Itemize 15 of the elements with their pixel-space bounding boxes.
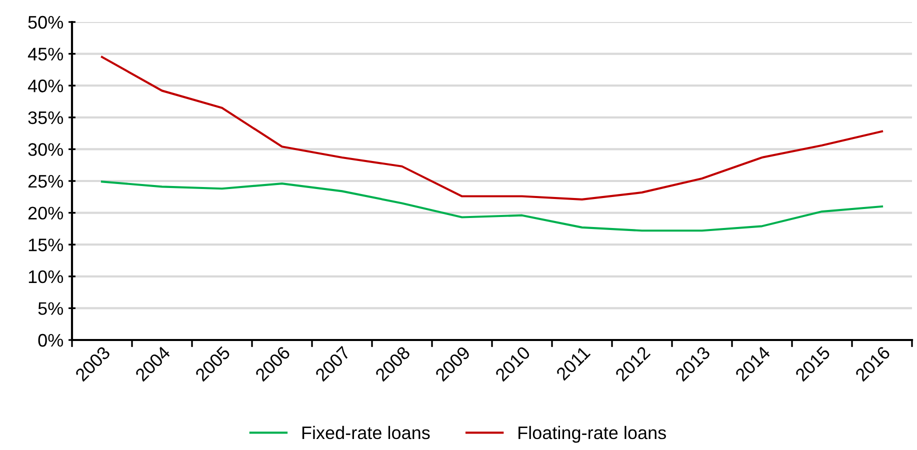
- y-tick-label: 40%: [28, 80, 64, 92]
- legend-label: Fixed-rate loans: [302, 426, 430, 440]
- y-tick-label: 35%: [28, 111, 64, 124]
- y-tick-label: 20%: [28, 206, 64, 220]
- y-tick-label: 10%: [28, 270, 64, 284]
- y-tick-label: 25%: [28, 174, 64, 188]
- y-tick-label: 0%: [38, 334, 64, 347]
- y-tick-label: 15%: [28, 238, 64, 252]
- y-tick-label: 45%: [28, 48, 64, 61]
- y-tick-label: 5%: [38, 302, 64, 315]
- legend-label: Floating-rate loans: [518, 426, 666, 443]
- line-series: [100, 56, 884, 200]
- y-tick-label: 30%: [28, 143, 64, 156]
- y-tick-label: 50%: [28, 16, 64, 29]
- line-series: [100, 180, 884, 232]
